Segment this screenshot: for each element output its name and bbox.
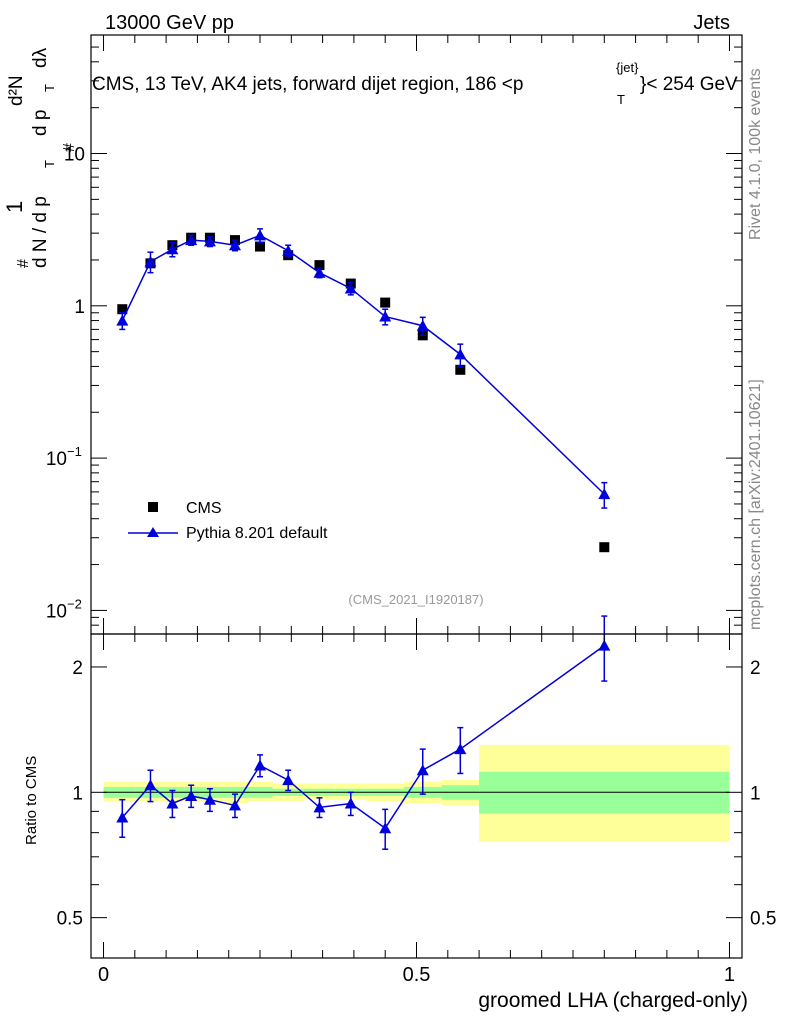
category-label: Jets — [693, 12, 730, 34]
y-tick-label-exponent: −2 — [67, 596, 82, 611]
ratio-y-tick-label: 0.5 — [57, 909, 83, 930]
ratio-bands — [103, 744, 730, 842]
ratio-axes: 0 0.5 1 0.5 0.5 1 1 2 2 — [57, 633, 776, 986]
ylabel-dl: dλ — [30, 47, 51, 68]
legend-marker-mc — [147, 527, 159, 537]
ratio-data-point — [454, 743, 467, 755]
ratio-y-tick-label-right: 0.5 — [750, 909, 776, 930]
ratio-line — [121, 645, 605, 830]
y-tick-label-exponent: −1 — [67, 444, 82, 459]
ratio-data-point — [228, 799, 241, 811]
ratio-data-point — [144, 779, 157, 791]
main-frame — [90, 34, 743, 635]
ratio-data-point — [379, 822, 392, 834]
ylabel-dp: d p — [30, 110, 51, 136]
ratio-data-point — [116, 811, 129, 823]
y-tick-label: 1 — [74, 297, 85, 318]
legend-marker-cms — [148, 502, 158, 512]
analysis-watermark: (CMS_2021_I1920187) — [348, 592, 483, 607]
pythia-data-point — [598, 488, 611, 500]
legend-label-cms: CMS — [186, 500, 222, 517]
cms-data-point — [455, 364, 466, 375]
ratio-y-tick-label-right: 1 — [750, 783, 761, 804]
title-tail: }< 254 GeV — [640, 74, 738, 95]
ratio-y-tick-label: 1 — [72, 783, 83, 804]
title-sub: T — [617, 92, 625, 107]
ylabel-hash-1: # — [15, 259, 32, 268]
energy-label: 13000 GeV pp — [105, 12, 234, 34]
ylabel-t1: T — [42, 160, 57, 168]
title-main: CMS, 13 TeV, AK4 jets, forward dijet reg… — [92, 74, 523, 95]
ratio-y-tick-label-right: 2 — [750, 658, 761, 679]
legend-label-mc: Pythia 8.201 default — [186, 525, 328, 542]
cms-data-point — [314, 260, 325, 271]
ratio-y-tick-label: 2 — [72, 658, 83, 679]
ratio-data-point — [416, 764, 429, 776]
title-sup: {jet} — [616, 60, 639, 75]
pythia-data-point — [344, 282, 357, 294]
ratio-data-point — [282, 774, 295, 786]
pythia-data-point — [379, 310, 392, 322]
ratio-data-point — [344, 797, 357, 809]
mcplots-label: mcplots.cern.ch [arXiv:2401.10621] — [747, 379, 764, 630]
pythia-data-point — [144, 255, 157, 267]
y-tick-label: 10 — [46, 601, 67, 622]
cms-data-point — [117, 304, 128, 315]
pythia-data-point — [203, 235, 216, 247]
ratio-ylabel: Ratio to CMS — [23, 756, 40, 845]
x-tick-label: 0 — [98, 964, 109, 986]
pythia-data-point — [228, 239, 241, 251]
ratio-data-point — [254, 759, 267, 771]
ratio-data-point — [313, 801, 326, 813]
ratio-data-point — [203, 793, 216, 805]
ylabel-one: 1 — [2, 201, 27, 213]
pythia-line — [121, 234, 605, 495]
pythia-data-point — [116, 314, 129, 326]
pythia-data-point — [185, 234, 198, 246]
pythia-data-point — [166, 243, 179, 255]
pythia-data-point — [313, 266, 326, 278]
pythia-data-point — [416, 319, 429, 331]
pythia-data-point — [282, 244, 295, 256]
cms-data-point — [255, 241, 266, 252]
ratio-series — [116, 615, 611, 850]
pythia-data-point — [454, 348, 467, 360]
main-ylabel: # 1 d N / d p T # d²N d p T dλ — [2, 47, 78, 268]
ylabel-t2: T — [42, 84, 57, 92]
cms-data-point — [380, 297, 391, 308]
ratio-data-point — [166, 797, 179, 809]
x-tick-label: 0.5 — [403, 964, 431, 986]
rivet-label: Rivet 4.1.0, 100k events — [747, 68, 764, 240]
ylabel-hash-2: # — [61, 143, 78, 152]
ratio-data-point — [598, 639, 611, 651]
main-title: CMS, 13 TeV, AK4 jets, forward dijet reg… — [92, 60, 738, 107]
main-plot-series — [116, 228, 611, 553]
cms-data-point — [599, 542, 610, 553]
ylabel-dn: d N / d p — [30, 196, 51, 268]
pythia-data-point — [254, 229, 267, 241]
y-tick-label: 10 — [64, 145, 85, 166]
x-tick-label: 1 — [724, 964, 735, 986]
legend: CMS Pythia 8.201 default — [128, 500, 328, 542]
ylabel-d2n: d²N — [6, 75, 27, 106]
xlabel: groomed LHA (charged-only) — [478, 989, 748, 1012]
ratio-data-point — [185, 789, 198, 801]
y-tick-label: 10 — [46, 449, 67, 470]
